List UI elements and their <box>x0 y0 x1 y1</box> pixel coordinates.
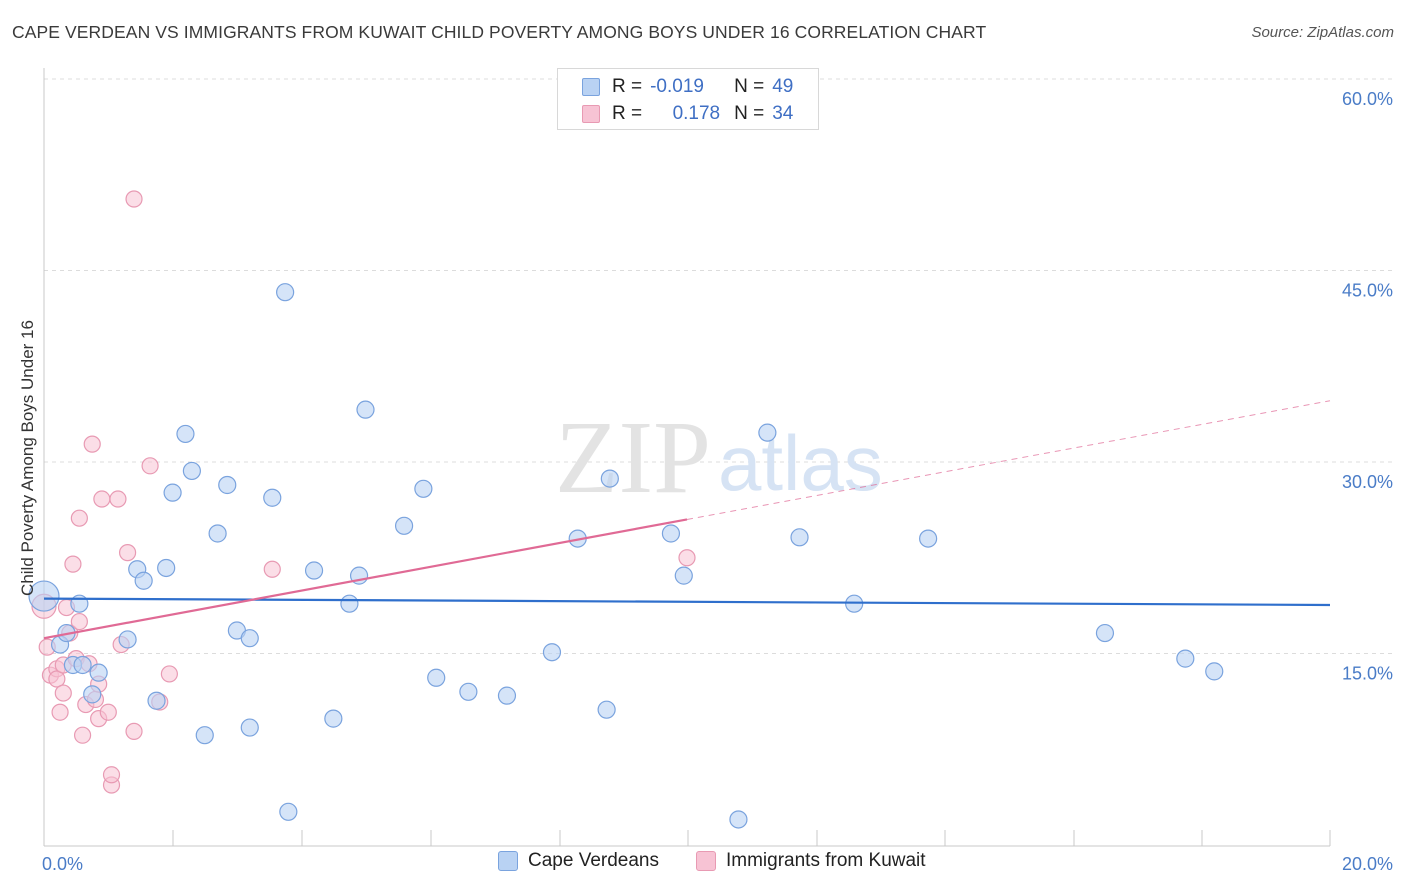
kuwait-point <box>70 612 88 631</box>
capeverdean-point <box>497 686 517 705</box>
capeverdean-point <box>134 571 153 590</box>
axes <box>43 68 1331 847</box>
chart-title: CAPE VERDEAN VS IMMIGRANTS FROM KUWAIT C… <box>12 22 987 42</box>
legend-swatch-pink <box>582 105 600 123</box>
kuwait-point <box>102 766 121 784</box>
y-tick-label: 45.0% <box>1342 281 1393 301</box>
capeverdean-point <box>356 400 375 419</box>
legend-row-kuwait: R = 0.178 N = 34 <box>582 101 793 127</box>
capeverdean-point <box>427 668 446 687</box>
source-credit: Source: ZipAtlas.com <box>1251 24 1394 41</box>
capeverdean-point <box>459 682 478 701</box>
capeverdean-point <box>276 283 295 302</box>
kuwait-trend-extension <box>686 400 1331 520</box>
kuwait-point <box>263 560 281 578</box>
y-tick-label: 60.0% <box>1342 89 1393 109</box>
legend-r-value: -0.019 <box>650 76 704 97</box>
legend-n-label: N = <box>734 103 765 124</box>
grid-lines <box>44 78 1393 654</box>
capeverdean-point <box>73 655 92 675</box>
capeverdean-point <box>28 580 60 612</box>
capeverdean-point <box>542 643 562 662</box>
capeverdean-point <box>661 524 681 543</box>
capeverdean-point <box>324 709 343 728</box>
kuwait-point <box>141 457 159 475</box>
legend-r-label: R = <box>612 76 643 97</box>
capeverdean-point <box>118 630 137 649</box>
kuwait-point <box>99 703 117 721</box>
bottom-legend-swatch-pink <box>696 851 716 871</box>
capeverdean-point <box>729 810 748 829</box>
series-capeverdean-points <box>28 283 1224 829</box>
capeverdean-point <box>600 469 619 488</box>
capeverdean-point <box>176 424 195 444</box>
capeverdean-point <box>414 479 433 498</box>
capeverdean-point <box>83 685 102 704</box>
capeverdean-point <box>147 691 166 710</box>
capeverdean-point <box>1176 649 1195 668</box>
legend-r-label: R = <box>612 103 643 124</box>
kuwait-point <box>70 509 88 527</box>
capeverdean-point <box>240 718 259 737</box>
capeverdean-point <box>340 594 359 613</box>
capeverdean-point <box>163 483 182 502</box>
y-tick-label: 15.0% <box>1342 664 1393 684</box>
kuwait-point <box>118 544 137 562</box>
kuwait-point <box>109 490 127 508</box>
kuwait-point <box>64 555 82 573</box>
kuwait-point <box>83 435 101 453</box>
trend-lines <box>43 400 1331 640</box>
capeverdean-point <box>157 558 176 578</box>
bottom-legend-label: Immigrants from Kuwait <box>726 850 926 871</box>
legend-row-capeverdean: R = -0.019 N = 49 <box>582 74 793 100</box>
y-tick-label: 30.0% <box>1342 472 1393 492</box>
kuwait-point <box>51 703 69 721</box>
correlation-legend: R = -0.019 N = 49 R = 0.178 N = 34 <box>557 68 819 130</box>
legend-r-value: 0.178 <box>672 103 721 124</box>
bottom-legend-kuwait: Immigrants from Kuwait <box>696 850 926 872</box>
watermark-zip: ZIP <box>555 400 711 515</box>
capeverdean-point <box>758 423 777 442</box>
capeverdean-point <box>1205 662 1224 681</box>
capeverdean-point <box>89 663 108 682</box>
legend-n-value: 34 <box>772 103 794 124</box>
y-axis-label: Child Poverty Among Boys Under 16 <box>18 320 37 596</box>
tick-labels: 15.0% 30.0% 45.0% 60.0% 0.0% 20.0% <box>42 89 1393 874</box>
kuwait-point <box>160 665 178 683</box>
kuwait-point <box>73 726 92 744</box>
kuwait-point <box>678 549 696 567</box>
capeverdean-point <box>597 700 616 719</box>
bottom-legend-swatch-blue <box>498 851 518 871</box>
capeverdean-point <box>279 802 298 821</box>
capeverdean-point <box>208 524 227 543</box>
kuwait-point <box>48 670 66 688</box>
kuwait-point <box>125 190 143 208</box>
bottom-legend-label: Cape Verdeans <box>528 850 659 871</box>
capeverdean-point <box>240 629 259 648</box>
capeverdean-point <box>218 475 237 495</box>
bottom-legend-capeverdean: Cape Verdeans <box>498 850 659 872</box>
capeverdean-point <box>394 516 414 535</box>
capeverdean-point <box>790 528 809 547</box>
capeverdean-point <box>182 461 201 481</box>
legend-swatch-blue <box>582 78 600 96</box>
capeverdean-point <box>1095 623 1115 643</box>
kuwait-point <box>125 722 143 740</box>
capeverdean-point <box>674 566 693 585</box>
legend-n-label: N = <box>734 76 765 97</box>
capeverdean-point <box>919 529 938 548</box>
x-tick-label: 20.0% <box>1342 854 1393 874</box>
x-tick-label: 0.0% <box>42 854 83 874</box>
legend-n-value: 49 <box>772 76 794 97</box>
watermark-atlas: atlas <box>718 419 883 507</box>
kuwait-point <box>93 490 111 508</box>
capeverdean-point <box>263 488 282 507</box>
kuwait-trend-line <box>43 518 688 640</box>
kuwait-point <box>54 684 72 702</box>
capeverdean-point <box>304 561 324 580</box>
capeverdean-point <box>195 726 214 745</box>
